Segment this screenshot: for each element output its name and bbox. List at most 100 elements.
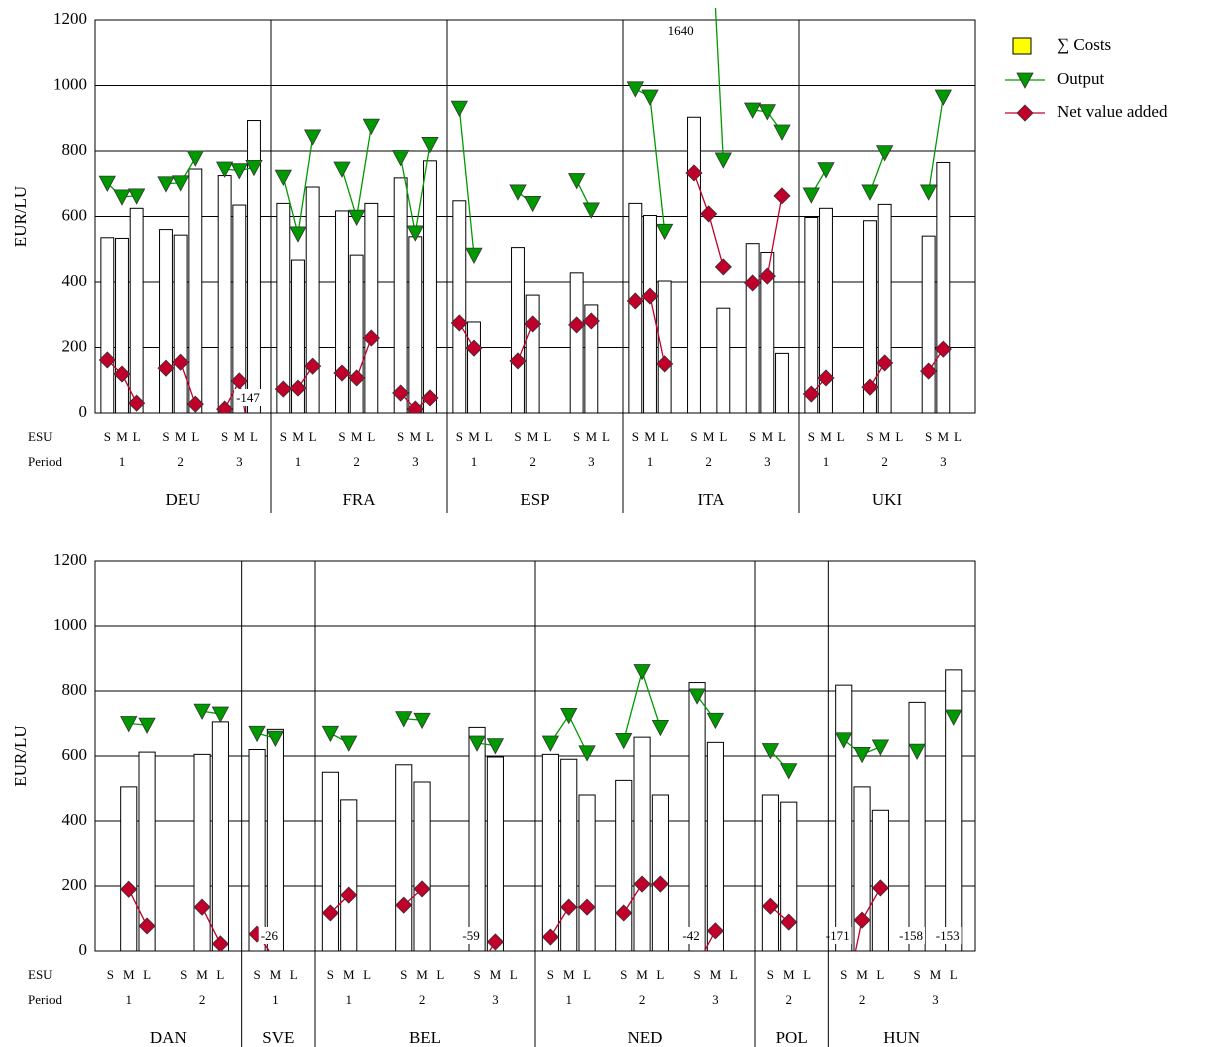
esu-label: M bbox=[644, 429, 656, 444]
nva-marker bbox=[486, 933, 504, 951]
output-marker bbox=[651, 720, 670, 737]
country-label: FRA bbox=[342, 490, 376, 509]
nva-marker bbox=[465, 339, 483, 357]
cost-bar bbox=[291, 259, 305, 413]
nva-marker bbox=[633, 875, 651, 893]
nva-marker bbox=[186, 395, 204, 413]
esu-label: S bbox=[866, 429, 873, 444]
nva-marker bbox=[395, 896, 413, 914]
esu-label: M bbox=[468, 429, 480, 444]
period-label: 1 bbox=[345, 992, 352, 1007]
output-marker bbox=[853, 746, 871, 764]
output-marker bbox=[274, 169, 292, 187]
esu-label: L bbox=[778, 429, 786, 444]
label-bg bbox=[460, 926, 482, 944]
esu-label: S bbox=[104, 429, 111, 444]
output-marker bbox=[347, 209, 366, 227]
output-marker bbox=[714, 152, 732, 169]
country-label: ITA bbox=[698, 490, 726, 509]
nva-marker bbox=[541, 928, 559, 946]
cost-bar bbox=[560, 758, 578, 951]
period-label: 2 bbox=[785, 992, 792, 1007]
cost-bar bbox=[877, 203, 892, 413]
output-marker bbox=[421, 137, 439, 154]
nva-marker bbox=[578, 898, 596, 916]
out-of-range-labels: -147 1640 bbox=[234, 21, 696, 406]
cost-bar bbox=[340, 799, 358, 951]
esu-label: L bbox=[837, 429, 845, 444]
period-label: 3 bbox=[412, 454, 419, 469]
nva-marker bbox=[780, 913, 798, 931]
y-axis-label: EUR/LU bbox=[11, 186, 30, 247]
legend-marker bbox=[1016, 104, 1034, 122]
cost-bar bbox=[525, 294, 540, 413]
cost-bar bbox=[651, 794, 669, 951]
label-bg bbox=[234, 388, 263, 406]
period-label: 3 bbox=[492, 992, 499, 1007]
nva-line bbox=[201, 906, 221, 945]
label-bg bbox=[823, 926, 852, 944]
cost-bar bbox=[408, 236, 423, 413]
period-label: 1 bbox=[119, 454, 126, 469]
esu-label: S bbox=[280, 429, 287, 444]
legend-marker bbox=[1016, 72, 1034, 89]
value-label: -171 bbox=[826, 928, 850, 943]
cost-bar bbox=[688, 682, 706, 951]
output-marker bbox=[541, 735, 560, 752]
esu-label: L bbox=[436, 967, 444, 982]
output-marker bbox=[509, 184, 527, 201]
value-label: 1640 bbox=[668, 23, 694, 38]
output-marker bbox=[230, 163, 248, 180]
esu-label: M bbox=[123, 967, 135, 982]
period-label: 2 bbox=[353, 454, 360, 469]
row-label: Period bbox=[28, 454, 62, 469]
nva-marker bbox=[321, 904, 339, 922]
esu-label: L bbox=[583, 967, 591, 982]
nva-marker bbox=[909, 994, 925, 1010]
output-marker bbox=[817, 162, 835, 179]
value-label: -158 bbox=[899, 928, 923, 943]
esu-label: S bbox=[180, 967, 187, 982]
esu-label: M bbox=[762, 429, 774, 444]
output-marker bbox=[641, 89, 659, 106]
output-marker bbox=[113, 189, 131, 206]
country-label: DAN bbox=[150, 1028, 187, 1047]
nva-marker bbox=[685, 164, 703, 182]
nva-marker bbox=[211, 935, 229, 951]
esu-label: L bbox=[954, 429, 962, 444]
esu-label: L bbox=[367, 429, 375, 444]
output-line bbox=[714, 8, 724, 160]
output-marker bbox=[245, 159, 263, 177]
output-marker bbox=[340, 735, 358, 752]
esu-label: L bbox=[950, 967, 958, 982]
esu-label: S bbox=[338, 429, 345, 444]
period-label: 1 bbox=[125, 992, 132, 1007]
nva-marker bbox=[406, 400, 424, 413]
cost-bar bbox=[615, 779, 633, 951]
esu-label: S bbox=[514, 429, 521, 444]
esu-label: S bbox=[749, 429, 756, 444]
cost-bar bbox=[945, 669, 963, 951]
y-tick-label: 1000 bbox=[53, 615, 87, 634]
esu-label: M bbox=[879, 429, 891, 444]
value-label: -59 bbox=[462, 928, 479, 943]
output-line bbox=[928, 96, 944, 193]
output-marker bbox=[193, 703, 211, 720]
esu-label: L bbox=[719, 429, 727, 444]
esu-label: S bbox=[397, 429, 404, 444]
output-marker bbox=[465, 247, 483, 264]
esu-label: L bbox=[309, 429, 317, 444]
nva-marker bbox=[876, 354, 894, 372]
nva-marker bbox=[304, 357, 322, 375]
period-label: 1 bbox=[647, 454, 654, 469]
legend-label: Output bbox=[1057, 69, 1105, 88]
label-bg bbox=[897, 926, 925, 944]
esu-label: S bbox=[925, 429, 932, 444]
output-marker bbox=[303, 129, 322, 146]
nva-marker bbox=[348, 369, 366, 387]
y-tick-label: 1200 bbox=[53, 9, 87, 28]
cost-bar bbox=[138, 751, 156, 951]
output-marker bbox=[567, 173, 586, 190]
